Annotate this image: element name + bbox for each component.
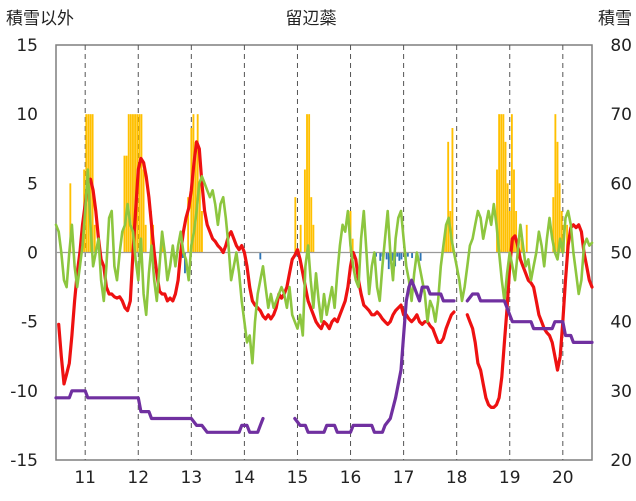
orange_bar-bar: [198, 183, 201, 253]
orange_bar-bar: [513, 169, 515, 253]
blue_bar-bar: [184, 252, 186, 274]
orange_bar-bar: [134, 114, 137, 253]
chart-title: 留辺蘂: [286, 9, 337, 29]
y-right-tick-label: 70: [610, 105, 632, 125]
y-right-tick-label: 50: [610, 244, 632, 264]
blue_bar-bar: [387, 252, 390, 270]
y-left-tick-label: -10: [10, 382, 38, 402]
y-right-tick-label: 30: [610, 382, 632, 402]
orange_bar-bar: [144, 224, 147, 253]
orange_bar-bar: [506, 183, 509, 253]
blue_bar-bar: [406, 252, 409, 257]
orange_bar-bar: [142, 169, 145, 253]
orange_bar-bar: [303, 169, 306, 253]
y-left-tick-label: -5: [21, 313, 38, 333]
x-tick-label-11: 11: [74, 468, 96, 488]
y-right-tick-label: 20: [610, 451, 632, 471]
x-tick-label-20: 20: [552, 468, 574, 488]
orange_bar-bar: [306, 114, 308, 253]
orange_bar-bar: [498, 114, 501, 253]
orange_bar-bar: [502, 114, 505, 253]
purple-line-series: [54, 278, 594, 434]
purple-line: [465, 292, 594, 344]
orange_bar-bar: [508, 211, 511, 253]
orange_bar-bar: [312, 224, 315, 253]
orange_bar-bar: [566, 224, 568, 253]
x-tick-label-14: 14: [234, 468, 256, 488]
blue_bar-bar: [385, 252, 388, 260]
orange_bar-bar: [451, 128, 454, 253]
purple-line: [54, 389, 265, 434]
orange_bar-bar: [515, 211, 518, 253]
orange_bar-bar: [504, 141, 507, 253]
y-right-tick-label: 40: [610, 313, 632, 333]
line-series-layer: [54, 140, 594, 434]
orange_bar-bar: [140, 114, 143, 253]
orange_bar-bar: [127, 114, 130, 253]
orange_bar-bar: [560, 211, 563, 253]
orange_bar-bar: [294, 197, 297, 253]
orange_bar-bar: [310, 197, 313, 253]
x-tick-label-12: 12: [127, 468, 149, 488]
orange_bar-bar: [520, 238, 523, 253]
blue_bar-bar: [375, 252, 377, 257]
orange_bar-bar: [552, 197, 555, 253]
orange_bar-bar: [351, 238, 354, 253]
blue_bar-bar: [419, 252, 422, 261]
orange_bar-bar: [496, 169, 498, 253]
orange_bar-bar: [554, 114, 557, 253]
orange_bar-bar: [556, 141, 559, 253]
x-tick-label-16: 16: [340, 468, 362, 488]
orange_bar-bar: [123, 155, 126, 253]
orange_bar-bar: [129, 114, 132, 253]
orange_bar-bar: [93, 224, 96, 253]
orange_bar-bar-series: [69, 114, 568, 253]
blue_bar-bar: [392, 252, 394, 261]
x-tick-label-18: 18: [446, 468, 468, 488]
green-line-series: [54, 168, 594, 365]
orange_bar-bar: [299, 224, 302, 253]
orange_bar-bar: [138, 114, 141, 253]
y-right-tick-label: 60: [610, 174, 632, 194]
purple-line: [293, 278, 456, 434]
blue_bar-bar: [400, 252, 403, 260]
axis-tick-labels: 11 12 13 14 15 16 17 18 19 20151050-5-10-15807060…: [10, 36, 632, 488]
left-axis-title: 積雪以外: [6, 9, 74, 29]
orange_bar-bar: [447, 141, 450, 253]
orange_bar-bar: [201, 211, 203, 253]
orange_bar-bar: [187, 197, 190, 253]
orange_bar-bar: [69, 183, 72, 253]
orange_bar-bar: [132, 114, 134, 253]
bar-series-layer: [69, 114, 568, 274]
blue_bar-bar: [379, 252, 382, 261]
y-left-tick-label: 5: [27, 174, 38, 194]
green-line: [54, 168, 594, 365]
orange_bar-bar: [308, 114, 311, 253]
y-right-tick-label: 80: [610, 36, 632, 56]
x-tick-label-15: 15: [287, 468, 309, 488]
blue_bar-bar: [411, 252, 414, 259]
orange_bar-bar: [510, 114, 513, 253]
orange_bar-bar: [500, 114, 503, 253]
blue_bar-bar: [259, 252, 262, 260]
x-tick-label-17: 17: [393, 468, 415, 488]
blue_bar-bar: [396, 252, 399, 257]
x-tick-label-13: 13: [181, 468, 203, 488]
x-tick-label-19: 19: [499, 468, 521, 488]
orange_bar-bar: [525, 224, 528, 253]
orange_bar-bar: [196, 114, 199, 253]
orange_bar-bar: [194, 141, 197, 253]
y-left-tick-label: -15: [10, 451, 38, 471]
orange_bar-bar: [445, 224, 447, 253]
blue_bar-bar: [181, 252, 184, 259]
y-left-tick-label: 0: [27, 244, 38, 264]
right-axis-title: 積雪: [598, 9, 632, 29]
blue_bar-bar: [398, 252, 401, 261]
y-left-tick-label: 15: [16, 36, 38, 56]
orange_bar-bar: [558, 183, 561, 253]
y-left-tick-label: 10: [16, 105, 38, 125]
